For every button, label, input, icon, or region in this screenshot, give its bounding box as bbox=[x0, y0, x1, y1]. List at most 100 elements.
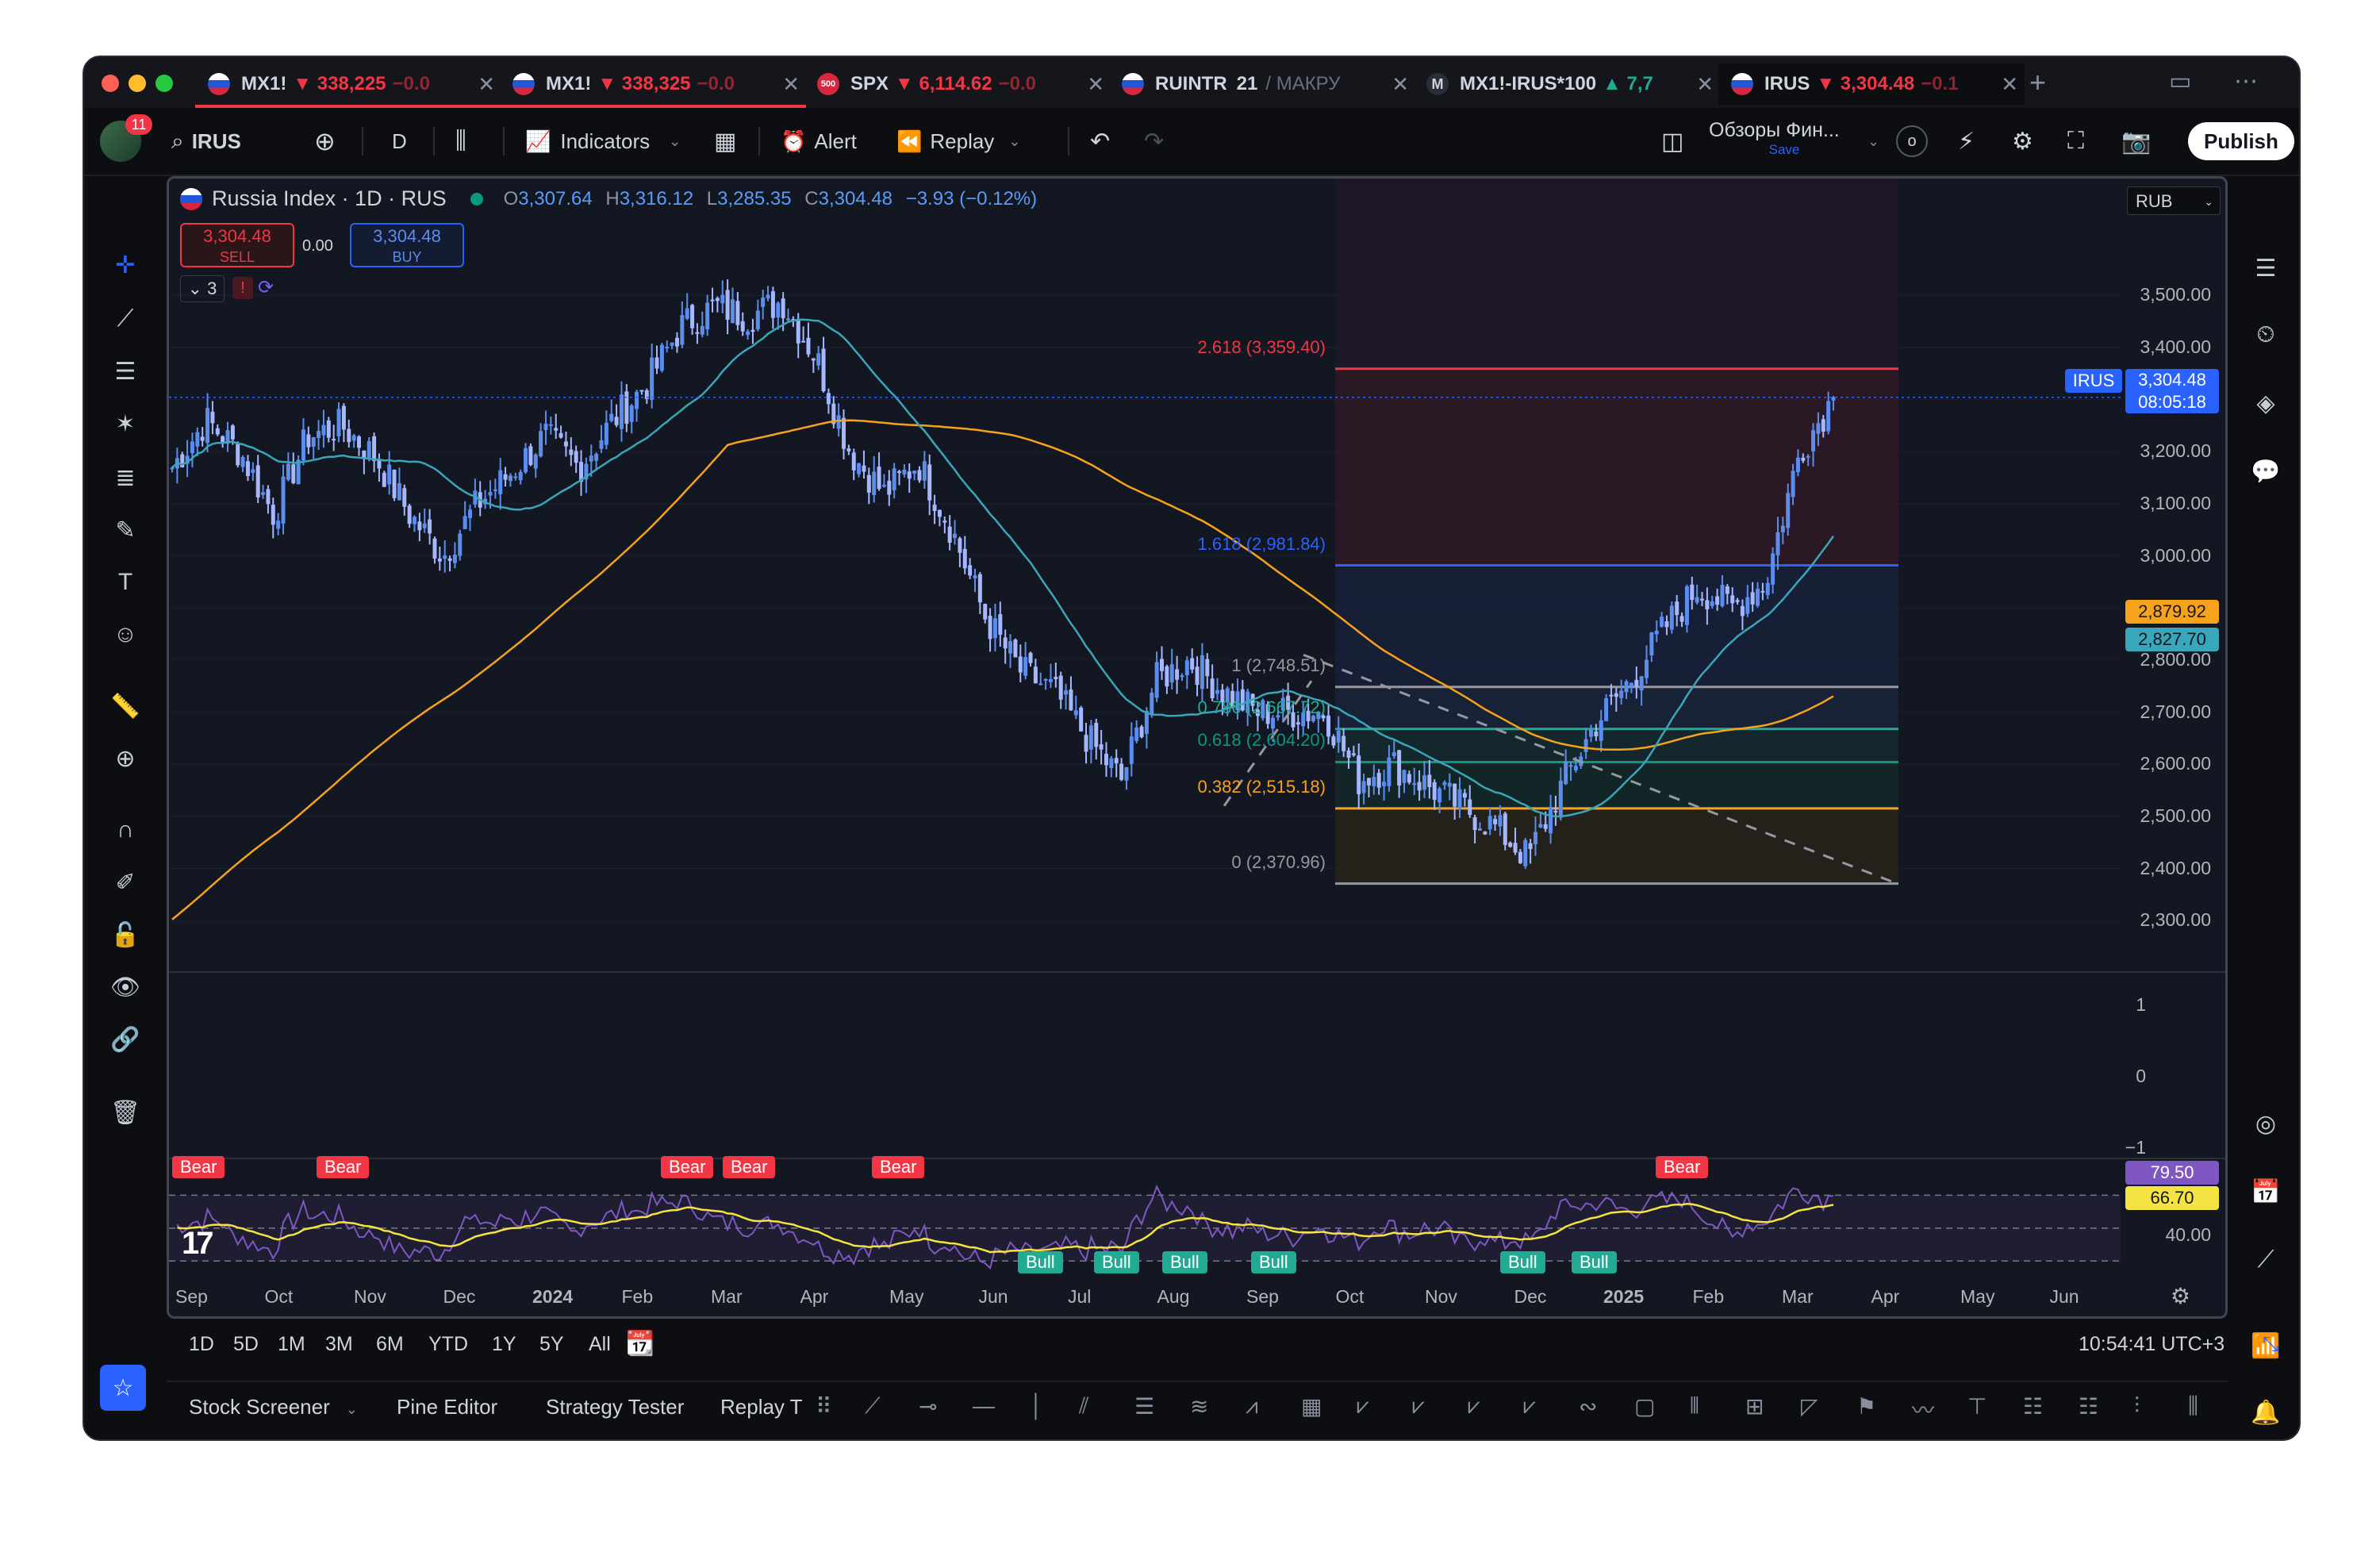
horizontal-line-icon[interactable]: — bbox=[973, 1393, 995, 1418]
vertical-line-icon[interactable]: │ bbox=[1030, 1393, 1044, 1418]
layout-name-button[interactable]: Обзоры Фин... Save bbox=[1709, 119, 1860, 163]
camera-icon[interactable]: 📷 bbox=[2121, 128, 2152, 155]
emoji-icon[interactable]: ☺ bbox=[113, 621, 138, 647]
tab-mx1-a[interactable]: MX1! ▼ 338,225 −0.0 ✕ bbox=[195, 63, 501, 108]
ray-tool-icon[interactable]: ⊸ bbox=[919, 1394, 938, 1419]
indicators-collapse-button[interactable]: ⌄ 3 bbox=[180, 275, 225, 302]
wxy-pattern-icon[interactable]: ⩗ bbox=[1468, 1393, 1480, 1418]
pattern-icon[interactable]: ✶ bbox=[115, 410, 136, 437]
range-button-6m[interactable]: 6M bbox=[376, 1333, 404, 1355]
link-icon[interactable]: 🔗 bbox=[110, 1026, 140, 1053]
cycle-icon[interactable]: ∾ bbox=[1579, 1394, 1598, 1419]
undo-icon[interactable]: ↶ bbox=[1090, 128, 1111, 155]
publish-button[interactable]: Publish bbox=[2188, 122, 2294, 160]
compare-symbol-icon[interactable]: ⊕ bbox=[314, 127, 336, 156]
layout-icon[interactable]: ◫ bbox=[1661, 128, 1684, 155]
range-button-all[interactable]: All bbox=[589, 1333, 611, 1355]
chevron-down-icon[interactable]: ⌄ bbox=[1868, 133, 1880, 149]
templates-icon[interactable]: ▦ bbox=[714, 128, 737, 155]
indicators-button[interactable]: 📈 Indicators ⌄ bbox=[525, 124, 681, 159]
more-icon[interactable]: ⋯ bbox=[2234, 67, 2258, 94]
alerts-clock-icon[interactable]: ⏲ bbox=[2256, 321, 2275, 348]
abcd-pattern-icon[interactable]: ⩗ bbox=[1357, 1393, 1369, 1418]
scale-settings-icon[interactable]: ⚙ bbox=[2170, 1284, 2190, 1308]
ruler-icon[interactable]: 📏 bbox=[110, 693, 140, 720]
close-tab-icon[interactable]: ✕ bbox=[2001, 71, 2018, 96]
minimize-window-button[interactable] bbox=[129, 75, 146, 92]
close-tab-icon[interactable]: ✕ bbox=[1392, 71, 1409, 96]
chart-canvas[interactable] bbox=[169, 179, 2225, 1316]
elliott-wave-icon[interactable]: ⩘ bbox=[1246, 1393, 1258, 1418]
replay-button[interactable]: ⏪ Replay ⌄ bbox=[896, 124, 1020, 159]
channel-icon[interactable]: ☰ bbox=[114, 358, 136, 385]
symbol-search[interactable]: ⌕ IRUS bbox=[171, 124, 241, 159]
gann-box-icon[interactable]: ▦ bbox=[1301, 1394, 1322, 1419]
layout-letter-button[interactable]: o bbox=[1896, 125, 1928, 157]
chart-icon[interactable]: ⟋ bbox=[2257, 1246, 2274, 1273]
currency-select[interactable]: RUB ⌄ bbox=[2127, 186, 2221, 215]
alert-button[interactable]: ⏰ Alert bbox=[781, 124, 857, 159]
rectangle-icon[interactable]: ▢ bbox=[1634, 1394, 1656, 1419]
fib-icon[interactable]: ≣ bbox=[115, 464, 136, 491]
range-button-3m[interactable]: 3M bbox=[325, 1333, 353, 1355]
parallel-channel-icon[interactable]: ⫽ bbox=[1079, 1393, 1089, 1418]
brush-icon[interactable]: ✎ bbox=[115, 517, 136, 544]
watchlist-icon[interactable]: ☰ bbox=[2255, 255, 2277, 282]
lock-drawings-icon[interactable]: ✐ bbox=[115, 869, 136, 896]
tab-spx[interactable]: 500 SPX ▼ 6,114.62 −0.0 ✕ bbox=[804, 63, 1111, 105]
list-icon[interactable]: ☷ bbox=[2079, 1394, 2099, 1419]
range-button-ytd[interactable]: YTD bbox=[428, 1333, 468, 1355]
favorites-star-icon[interactable]: ☆ bbox=[100, 1365, 146, 1411]
range-button-1y[interactable]: 1Y bbox=[492, 1333, 516, 1355]
screen-layout-icon[interactable]: ▭ bbox=[2169, 67, 2192, 94]
calendar-icon[interactable]: 📅 bbox=[2251, 1178, 2281, 1205]
pine-editor-tab[interactable]: Pine Editor bbox=[397, 1395, 498, 1419]
candle-style-icon[interactable]: ⫼ bbox=[455, 128, 466, 154]
stock-screener-tab[interactable]: Stock Screener ⌄ bbox=[189, 1395, 358, 1419]
bar-pattern-icon[interactable]: ⫼ bbox=[2188, 1393, 2198, 1418]
broadcast-icon[interactable]: 📶 bbox=[2251, 1332, 2281, 1359]
tab-spread[interactable]: M MX1!-IRUS*100 ▲ 7,7 ✕ bbox=[1414, 63, 1720, 105]
chart-area[interactable]: Russia Index · 1D · RUS O3,307.64 H3,316… bbox=[167, 176, 2228, 1319]
buy-button[interactable]: 3,304.48 BUY bbox=[350, 223, 464, 267]
range-button-5y[interactable]: 5Y bbox=[539, 1333, 564, 1355]
zoom-in-icon[interactable]: ⊕ bbox=[115, 745, 136, 772]
path-icon[interactable]: 〰 bbox=[1912, 1398, 1935, 1423]
volume-profile-icon[interactable]: ⫶ bbox=[2134, 1393, 2140, 1418]
replay-trading-tab[interactable]: Replay T bbox=[720, 1395, 803, 1419]
chat-icon[interactable]: 💬 bbox=[2251, 458, 2281, 485]
wxyxz-pattern-icon[interactable]: ⩗ bbox=[1523, 1393, 1536, 1418]
refresh-icon[interactable]: ⟳ bbox=[258, 277, 274, 298]
interval-button[interactable]: D bbox=[392, 129, 407, 153]
list-icon[interactable]: ☷ bbox=[2023, 1394, 2044, 1419]
pitchfork-icon[interactable]: ⫴ bbox=[1690, 1393, 1699, 1418]
drag-handle-icon[interactable]: ⠿ bbox=[816, 1394, 832, 1419]
grid-icon[interactable]: ⊞ bbox=[1745, 1394, 1764, 1419]
lock-icon[interactable]: 🔓 bbox=[110, 921, 140, 948]
trend-line-tool-icon[interactable]: ⟋ bbox=[865, 1393, 881, 1418]
error-icon[interactable]: ! bbox=[232, 277, 253, 299]
trash-icon[interactable]: 🗑 bbox=[109, 1099, 141, 1126]
tab-ruintr[interactable]: RUINTR 21 / МАКРУ ✕ bbox=[1109, 63, 1415, 105]
tab-mx1-b[interactable]: MX1! ▼ 338,325 −0.0 ✕ bbox=[500, 63, 806, 108]
strategy-tester-tab[interactable]: Strategy Tester bbox=[546, 1395, 685, 1419]
flag-icon[interactable]: ⚑ bbox=[1856, 1394, 1877, 1419]
quick-search-icon[interactable]: ⚡ bbox=[1958, 128, 1975, 155]
gauge-icon[interactable]: ◎ bbox=[2255, 1110, 2277, 1137]
bell-icon[interactable]: 🔔 bbox=[2251, 1399, 2281, 1426]
fib-extension-icon[interactable]: ≋ bbox=[1190, 1394, 1209, 1419]
fullscreen-icon[interactable]: ⛶ bbox=[2067, 128, 2084, 154]
close-tab-icon[interactable]: ✕ bbox=[782, 71, 800, 96]
range-button-1m[interactable]: 1M bbox=[278, 1333, 305, 1355]
close-tab-icon[interactable]: ✕ bbox=[478, 71, 495, 96]
xabcd-pattern-icon[interactable]: ⩗ bbox=[1412, 1393, 1425, 1418]
range-button-5d[interactable]: 5D bbox=[233, 1333, 259, 1355]
symbol-title[interactable]: Russia Index · 1D · RUS bbox=[212, 186, 447, 210]
tab-irus[interactable]: IRUS ▼ 3,304.48 −0.1 ✕ bbox=[1718, 63, 2025, 105]
fib-retracement-icon[interactable]: ☰ bbox=[1134, 1394, 1155, 1419]
fan-icon[interactable]: ◸ bbox=[1801, 1394, 1818, 1419]
range-button-1d[interactable]: 1D bbox=[189, 1333, 214, 1355]
close-tab-icon[interactable]: ✕ bbox=[1696, 71, 1714, 96]
trend-line-icon[interactable]: ⟋ bbox=[117, 305, 134, 332]
magnet-icon[interactable]: ∩ bbox=[117, 816, 134, 843]
